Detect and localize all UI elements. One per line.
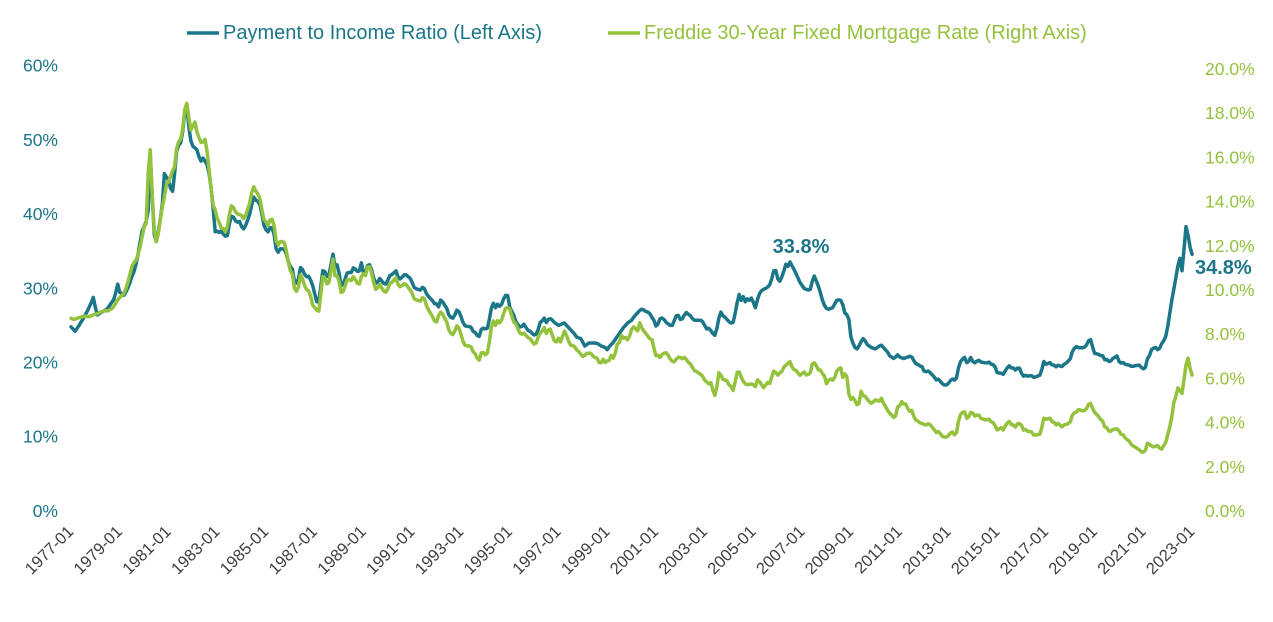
svg-text:20%: 20% (23, 353, 58, 373)
svg-text:10%: 10% (23, 427, 58, 447)
svg-text:12.0%: 12.0% (1205, 236, 1255, 256)
svg-text:2.0%: 2.0% (1205, 457, 1245, 477)
svg-text:50%: 50% (23, 130, 58, 150)
svg-text:30%: 30% (23, 278, 58, 298)
svg-text:8.0%: 8.0% (1205, 324, 1245, 344)
svg-text:14.0%: 14.0% (1205, 192, 1255, 212)
svg-text:6.0%: 6.0% (1205, 368, 1245, 388)
svg-text:Payment to Income Ratio (Left: Payment to Income Ratio (Left Axis) (223, 22, 542, 44)
svg-text:34.8%: 34.8% (1195, 257, 1252, 279)
svg-text:10.0%: 10.0% (1205, 280, 1255, 300)
svg-text:20.0%: 20.0% (1205, 59, 1255, 79)
svg-text:0%: 0% (33, 501, 58, 521)
svg-text:Freddie 30-Year Fixed Mortgage: Freddie 30-Year Fixed Mortgage Rate (Rig… (644, 22, 1087, 44)
svg-text:16.0%: 16.0% (1205, 147, 1255, 167)
svg-text:40%: 40% (23, 204, 58, 224)
svg-text:60%: 60% (23, 56, 58, 76)
svg-text:0.0%: 0.0% (1205, 501, 1245, 521)
svg-text:18.0%: 18.0% (1205, 103, 1255, 123)
svg-text:33.8%: 33.8% (773, 236, 830, 258)
svg-text:4.0%: 4.0% (1205, 413, 1245, 433)
